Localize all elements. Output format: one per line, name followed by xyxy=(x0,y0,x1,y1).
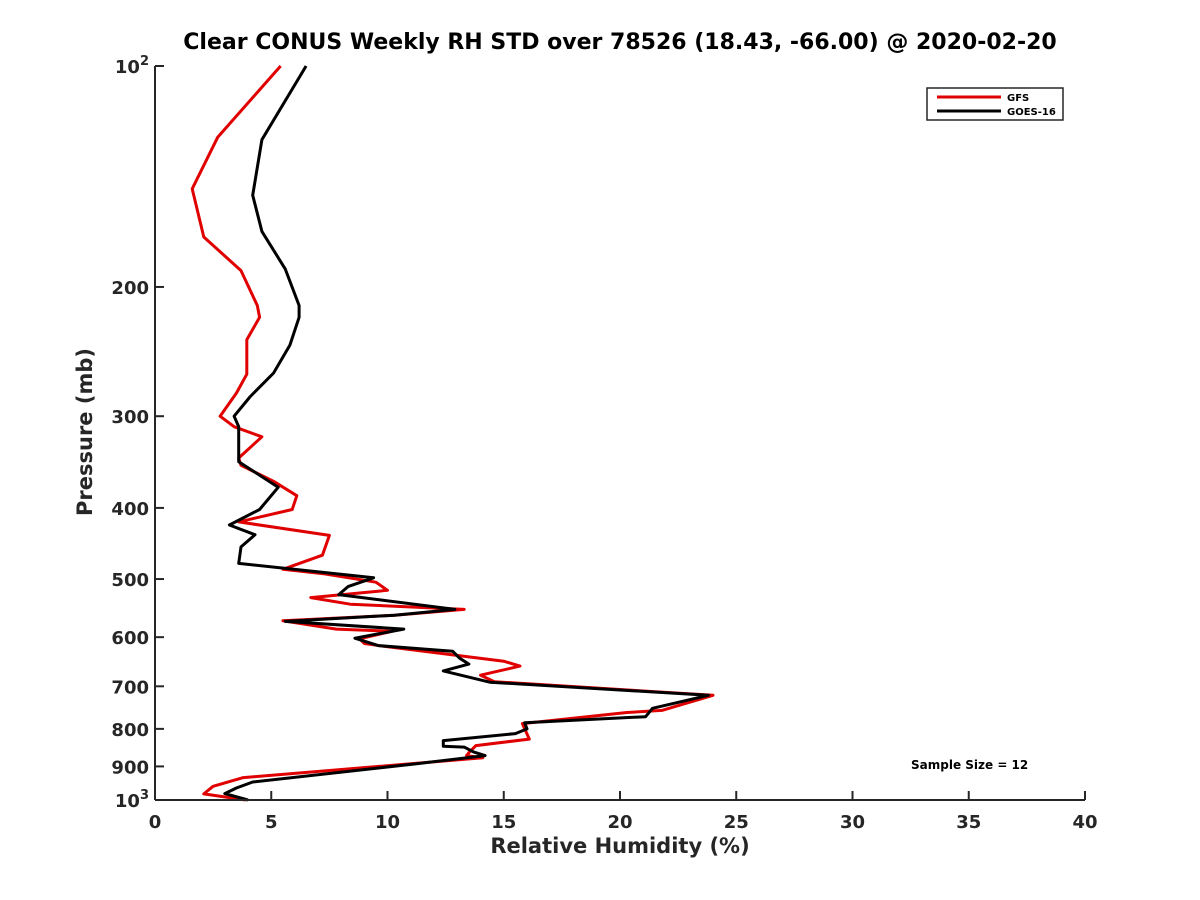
y-tick-label: 200 xyxy=(111,278,149,299)
x-tick-label: 20 xyxy=(607,812,632,833)
legend: GFS GOES-16 xyxy=(926,87,1064,121)
x-tick-label: 40 xyxy=(1072,812,1097,833)
series-layer xyxy=(190,65,715,802)
x-tick-label: 0 xyxy=(149,812,162,833)
sample-size-annotation: Sample Size = 12 xyxy=(911,758,1029,772)
x-tick-label: 30 xyxy=(840,812,865,833)
legend-box xyxy=(926,87,1064,121)
series-line-goes-16 xyxy=(223,65,710,802)
legend-label-gfs: GFS xyxy=(1007,93,1029,104)
y-tick-label: 400 xyxy=(111,499,149,520)
x-tick-label: 35 xyxy=(956,812,981,833)
y-tick-label: 103 xyxy=(115,788,149,812)
x-tick-label: 15 xyxy=(491,812,516,833)
y-tick-label: 102 xyxy=(115,54,149,78)
y-tick-label: 300 xyxy=(111,407,149,428)
chart-title: Clear CONUS Weekly RH STD over 78526 (18… xyxy=(183,30,1057,55)
y-tick-label: 700 xyxy=(111,677,149,698)
y-tick-label: 800 xyxy=(111,720,149,741)
y-tick-label: 600 xyxy=(111,628,149,649)
y-tick-label: 900 xyxy=(111,757,149,778)
x-tick-label: 5 xyxy=(265,812,278,833)
x-axis-label: Relative Humidity (%) xyxy=(490,834,750,858)
series-line-gfs xyxy=(190,65,715,802)
y-axis-label: Pressure (mb) xyxy=(73,348,97,516)
y-tick-label: 500 xyxy=(111,570,149,591)
axes-layer: 0 5 10 15 20 25 30 35 40 102 200 300 400 500 600 700 800… xyxy=(111,54,1097,833)
x-tick-label: 10 xyxy=(375,812,400,833)
legend-label-goes-16: GOES-16 xyxy=(1007,107,1056,118)
x-tick-label: 25 xyxy=(724,812,749,833)
